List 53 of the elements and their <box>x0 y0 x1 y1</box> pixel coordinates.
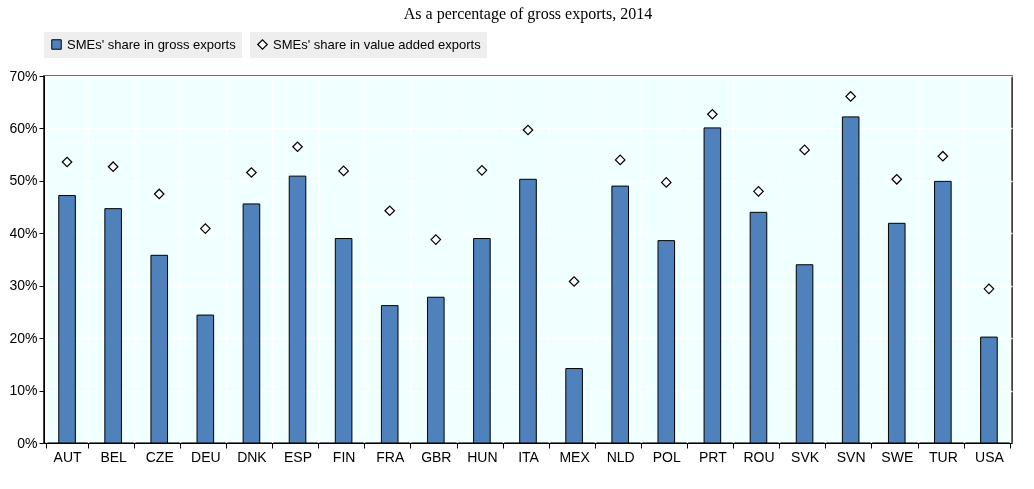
point <box>153 188 165 200</box>
x-tick-label: BEL <box>100 448 128 465</box>
point <box>522 124 534 136</box>
point <box>983 283 995 295</box>
x-tick-label: CZE <box>145 448 174 465</box>
point <box>430 234 442 245</box>
point <box>61 156 73 168</box>
x-tick-label: FIN <box>332 448 356 465</box>
x-tick-label: ITA <box>518 448 540 465</box>
x-tick-label: POL <box>652 448 682 465</box>
x-tick-label: HUN <box>467 448 498 465</box>
x-tick-label: SVK <box>791 448 820 465</box>
y-tick-label: 10% <box>9 382 38 399</box>
x-tick-label: USA <box>975 448 1005 465</box>
legend-label: SMEs' share in gross exports <box>67 36 237 52</box>
y-tick-label: 70% <box>9 67 38 84</box>
point <box>753 186 764 197</box>
point <box>476 165 488 176</box>
x-tick-label: ROU <box>743 448 775 465</box>
y-tick-label: 40% <box>9 224 38 241</box>
x-tick-label: ESP <box>284 448 313 465</box>
legend-label: SMEs' share in value added exports <box>273 36 482 52</box>
point <box>384 205 396 217</box>
point <box>199 223 211 234</box>
y-tick-label: 30% <box>9 277 38 294</box>
x-tick-label: DEU <box>191 448 221 465</box>
point <box>614 154 626 166</box>
y-tick-label: 60% <box>9 119 38 136</box>
point <box>799 144 810 156</box>
point <box>891 173 903 185</box>
y-tick-label: 20% <box>9 329 38 346</box>
point <box>937 150 949 162</box>
point <box>660 177 672 188</box>
point <box>707 108 718 120</box>
x-tick-label: TUR <box>928 448 958 465</box>
x-tick-label: MEX <box>559 448 591 465</box>
x-tick-label: SWE <box>881 448 914 465</box>
point <box>246 167 257 178</box>
x-tick-label: DNK <box>237 448 268 465</box>
chart-title: As a percentage of gross exports, 2014 <box>403 5 653 23</box>
point <box>107 161 119 173</box>
x-tick-label: FRA <box>376 448 405 465</box>
x-tick-label: SVN <box>836 448 866 465</box>
y-tick-label: 0% <box>17 434 38 451</box>
point <box>845 91 857 102</box>
point <box>292 141 303 153</box>
x-tick-label: AUT <box>53 448 82 465</box>
y-tick-label: 50% <box>9 172 38 189</box>
x-tick-label: GBR <box>421 448 452 465</box>
x-tick-label: NLD <box>606 448 635 465</box>
point <box>568 276 580 287</box>
point <box>338 165 349 177</box>
x-tick-label: PRT <box>699 448 728 465</box>
